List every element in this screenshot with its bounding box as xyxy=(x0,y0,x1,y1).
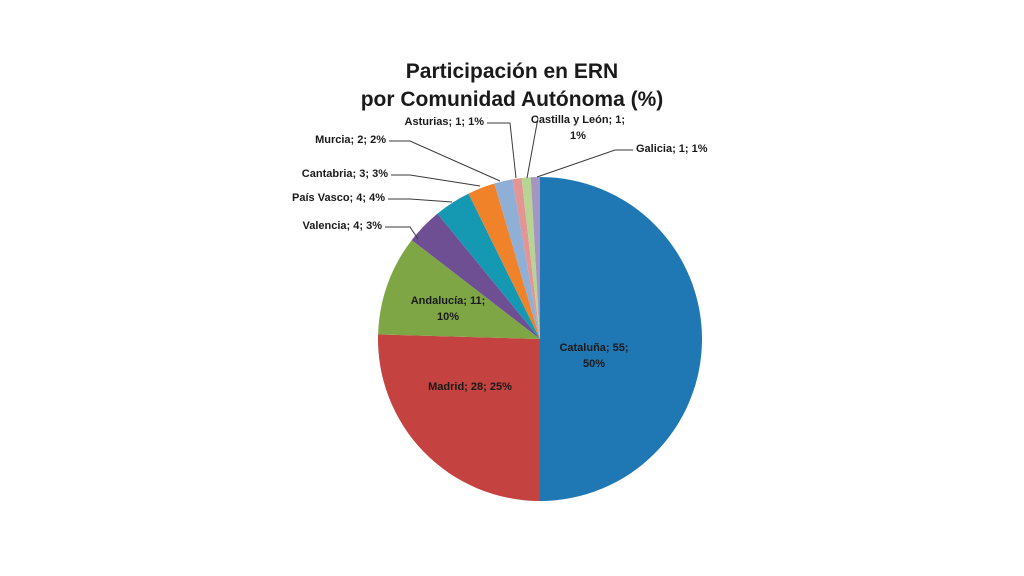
pie-slice-9 xyxy=(530,176,540,339)
leader-line-5 xyxy=(391,174,481,187)
leader-line-7 xyxy=(487,122,517,179)
leader-line-3 xyxy=(385,226,419,240)
pie-slice-8 xyxy=(521,177,540,339)
slice-label-4: País Vasco; 4; 4% xyxy=(292,192,385,204)
slice-label-0: Cataluña; 55; 50% xyxy=(559,342,628,370)
pie-slice-5 xyxy=(468,183,540,339)
chart-title-line-1: Participación en ERN xyxy=(405,60,619,83)
slice-label-5: Cantabria; 3; 3% xyxy=(302,168,388,180)
pie-slice-3 xyxy=(411,213,540,339)
leader-line-9 xyxy=(536,149,633,178)
pie-slice-4 xyxy=(437,193,540,339)
slice-label-8: Castilla y León; 1; 1% xyxy=(531,114,625,142)
slice-labels: Cataluña; 55; 50% Madrid; 28; 25% Andalucía… xyxy=(292,114,708,393)
chart-title-line-2: por Comunidad Autónoma (%) xyxy=(360,88,664,111)
pie-slice-7 xyxy=(512,178,540,339)
slice-label-1: Madrid; 28; 25% xyxy=(428,381,512,393)
leader-lines xyxy=(385,117,633,240)
leader-line-8 xyxy=(526,117,539,179)
leader-line-4 xyxy=(388,198,453,203)
slice-label-9: Galicia; 1; 1% xyxy=(636,143,708,155)
chart-title: Participación en ERN por Comunidad Autón… xyxy=(312,58,712,114)
pie-slices xyxy=(378,176,702,501)
slice-label-2: Andalucía; 11; 10% xyxy=(411,295,486,323)
slice-label-3: Valencia; 4; 3% xyxy=(303,220,383,232)
slice-label-6: Murcia; 2; 2% xyxy=(315,134,386,146)
pie-slice-6 xyxy=(494,179,540,339)
leader-line-6 xyxy=(389,140,501,182)
slice-label-7: Asturias; 1; 1% xyxy=(405,116,485,128)
pie-slice-0 xyxy=(540,177,702,501)
pie-slice-2 xyxy=(378,240,540,339)
pie-slice-1 xyxy=(378,334,540,501)
